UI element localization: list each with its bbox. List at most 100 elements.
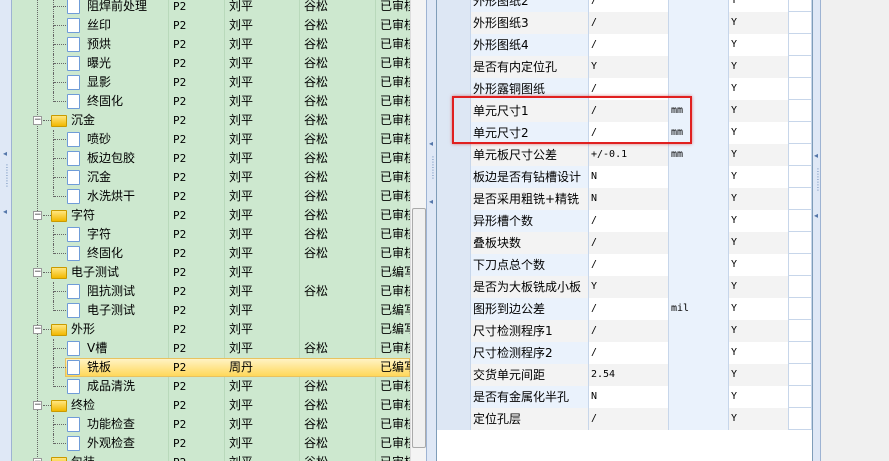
- param-value[interactable]: N: [589, 188, 669, 210]
- param-flag[interactable]: Y: [729, 210, 789, 232]
- tree-row[interactable]: 显影 P2 刘平 谷松 已审核: [12, 73, 410, 92]
- collapse-arrow-icon[interactable]: ◂: [3, 149, 8, 158]
- param-flag[interactable]: Y: [729, 386, 789, 408]
- grid-row[interactable]: 尺寸检测程序2/ Y: [437, 342, 812, 364]
- row-header[interactable]: [437, 144, 471, 166]
- grid-row[interactable]: 下刀点总个数 / Y: [437, 254, 812, 276]
- row-header[interactable]: [437, 188, 471, 210]
- collapse-toggle-icon[interactable]: −: [33, 458, 42, 461]
- tree-scrollbar[interactable]: [410, 0, 426, 461]
- row-header[interactable]: [437, 386, 471, 408]
- param-value[interactable]: /: [589, 122, 669, 144]
- scrollbar-thumb[interactable]: [412, 208, 426, 448]
- grid-row[interactable]: 交货单元间距 2.54 Y: [437, 364, 812, 386]
- tree-row[interactable]: 功能检查 P2 刘平 谷松 已审核: [12, 415, 410, 434]
- tree-row[interactable]: − 终检 P2 刘平 谷松 已审核: [12, 396, 410, 415]
- param-flag[interactable]: Y: [729, 188, 789, 210]
- param-flag[interactable]: Y: [729, 100, 789, 122]
- param-flag[interactable]: Y: [729, 12, 789, 34]
- grid-row[interactable]: 单元板尺寸公差 +/-0.1 mm Y: [437, 144, 812, 166]
- grid-row[interactable]: 外形图纸2/ Y: [437, 0, 812, 12]
- grid-row[interactable]: 图形到边公差 / mil Y: [437, 298, 812, 320]
- tree-row[interactable]: 阻抗测试 P2 刘平 谷松 已审核: [12, 282, 410, 301]
- row-header[interactable]: [437, 0, 471, 12]
- tree-row[interactable]: 水洗烘干 P2 刘平 谷松 已审核: [12, 187, 410, 206]
- tree-row[interactable]: 终固化 P2 刘平 谷松 已审核: [12, 92, 410, 111]
- right-splitter[interactable]: ◂ ⋮ ⋮ ⋮ ◂: [812, 0, 822, 461]
- param-value[interactable]: N: [589, 386, 669, 408]
- tree-row[interactable]: 终固化 P2 刘平 谷松 已审核: [12, 244, 410, 263]
- collapse-toggle-icon[interactable]: −: [33, 400, 42, 410]
- param-flag[interactable]: Y: [729, 232, 789, 254]
- param-flag[interactable]: Y: [729, 166, 789, 188]
- collapse-toggle-icon[interactable]: −: [33, 115, 42, 125]
- tree-row[interactable]: 沉金 P2 刘平 谷松 已审核: [12, 168, 410, 187]
- grid-row[interactable]: 异形槽个数 / Y: [437, 210, 812, 232]
- tree-row[interactable]: 电子测试 P2 刘平 已编写: [12, 301, 410, 320]
- grid-row[interactable]: 是否有内定位孔 Y Y: [437, 56, 812, 78]
- row-header[interactable]: [437, 122, 471, 144]
- grid-row[interactable]: 是否为大板铣成小板 Y Y: [437, 276, 812, 298]
- left-collapse-strip[interactable]: ◂ ⋮ ⋮ ⋮ ◂: [0, 0, 12, 461]
- collapse-arrow-icon[interactable]: ◂: [429, 197, 434, 206]
- grid-row[interactable]: 尺寸检测程序1/ Y: [437, 320, 812, 342]
- param-value[interactable]: +/-0.1: [589, 144, 669, 166]
- tree-row[interactable]: − 沉金 P2 刘平 谷松 已审核: [12, 111, 410, 130]
- tree-row[interactable]: − 电子测试 P2 刘平 已编写: [12, 263, 410, 282]
- param-flag[interactable]: Y: [729, 78, 789, 100]
- grid-row[interactable]: 外形图纸4/ Y: [437, 34, 812, 56]
- param-value[interactable]: /: [589, 254, 669, 276]
- row-header[interactable]: [437, 298, 471, 320]
- grid-row[interactable]: 板边是否有钻槽设计 N Y: [437, 166, 812, 188]
- param-value[interactable]: /: [589, 100, 669, 122]
- tree-row[interactable]: 喷砂 P2 刘平 谷松 已审核: [12, 130, 410, 149]
- row-header[interactable]: [437, 34, 471, 56]
- tree-row[interactable]: 板边包胶 P2 刘平 谷松 已审核: [12, 149, 410, 168]
- param-flag[interactable]: Y: [729, 0, 789, 12]
- collapse-arrow-icon[interactable]: ◂: [814, 151, 819, 160]
- param-flag[interactable]: Y: [729, 320, 789, 342]
- row-header[interactable]: [437, 254, 471, 276]
- param-flag[interactable]: Y: [729, 122, 789, 144]
- param-value[interactable]: /: [589, 78, 669, 100]
- tree-row[interactable]: 外观检查 P2 刘平 谷松 已审核: [12, 434, 410, 453]
- row-header[interactable]: [437, 12, 471, 34]
- collapse-toggle-icon[interactable]: −: [33, 324, 42, 334]
- row-header[interactable]: [437, 100, 471, 122]
- param-value[interactable]: /: [589, 232, 669, 254]
- tree-row[interactable]: − 包装 P2 刘平 谷松 已审核: [12, 453, 410, 461]
- grid-row[interactable]: 单元尺寸1/mm Y: [437, 100, 812, 122]
- tree-row[interactable]: 字符 P2 刘平 谷松 已审核: [12, 225, 410, 244]
- tree-row[interactable]: 铣板 P2 周丹 已编写: [12, 358, 410, 377]
- collapse-toggle-icon[interactable]: −: [33, 210, 42, 220]
- collapse-arrow-icon[interactable]: ◂: [814, 211, 819, 220]
- grid-row[interactable]: 是否采用粗铣+精铣 N Y: [437, 188, 812, 210]
- param-value[interactable]: /: [589, 12, 669, 34]
- panel-splitter[interactable]: ◂ ⋮ ⋮ ⋮ ◂: [426, 0, 437, 461]
- row-header[interactable]: [437, 56, 471, 78]
- param-flag[interactable]: Y: [729, 276, 789, 298]
- param-flag[interactable]: Y: [729, 254, 789, 276]
- param-flag[interactable]: Y: [729, 56, 789, 78]
- row-header[interactable]: [437, 232, 471, 254]
- grid-row[interactable]: 外形露铜图纸 / Y: [437, 78, 812, 100]
- param-value[interactable]: /: [589, 320, 669, 342]
- param-flag[interactable]: Y: [729, 364, 789, 386]
- row-header[interactable]: [437, 166, 471, 188]
- param-value[interactable]: Y: [589, 276, 669, 298]
- grid-row[interactable]: 是否有金属化半孔 N Y: [437, 386, 812, 408]
- param-flag[interactable]: Y: [729, 34, 789, 56]
- param-value[interactable]: N: [589, 166, 669, 188]
- tree-row[interactable]: V槽 P2 刘平 谷松 已审核: [12, 339, 410, 358]
- grid-row[interactable]: 定位孔层 / Y: [437, 408, 812, 430]
- param-value[interactable]: /: [589, 0, 669, 12]
- param-value[interactable]: /: [589, 408, 669, 430]
- row-header[interactable]: [437, 342, 471, 364]
- row-header[interactable]: [437, 78, 471, 100]
- row-header[interactable]: [437, 210, 471, 232]
- param-flag[interactable]: Y: [729, 342, 789, 364]
- grid-row[interactable]: 外形图纸3/ Y: [437, 12, 812, 34]
- row-header[interactable]: [437, 408, 471, 430]
- row-header[interactable]: [437, 320, 471, 342]
- tree-row[interactable]: 阻焊前处理 P2 刘平 谷松 已审核: [12, 0, 410, 16]
